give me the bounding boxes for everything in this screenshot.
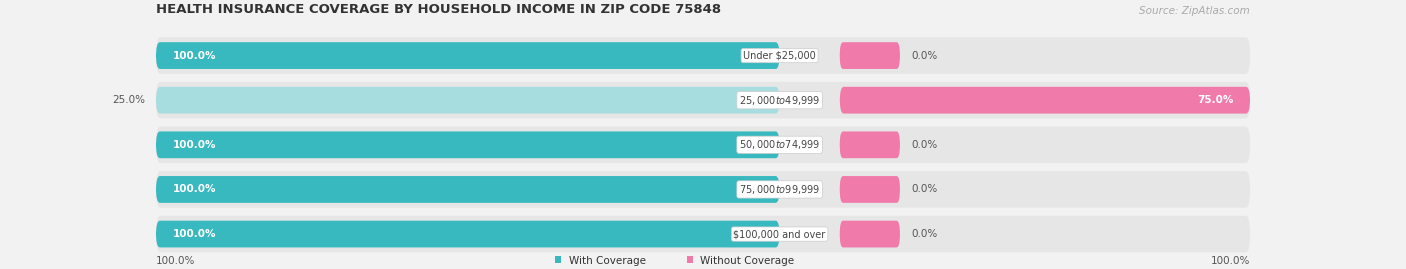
Text: HEALTH INSURANCE COVERAGE BY HOUSEHOLD INCOME IN ZIP CODE 75848: HEALTH INSURANCE COVERAGE BY HOUSEHOLD I… <box>156 3 721 16</box>
Text: 100.0%: 100.0% <box>173 140 217 150</box>
Text: Without Coverage: Without Coverage <box>700 256 794 266</box>
FancyBboxPatch shape <box>686 256 693 266</box>
FancyBboxPatch shape <box>156 42 779 69</box>
Text: Source: ZipAtlas.com: Source: ZipAtlas.com <box>1139 6 1250 16</box>
Text: 100.0%: 100.0% <box>173 51 217 61</box>
FancyBboxPatch shape <box>156 216 1250 252</box>
Text: $100,000 and over: $100,000 and over <box>734 229 825 239</box>
FancyBboxPatch shape <box>555 256 561 266</box>
FancyBboxPatch shape <box>839 132 900 158</box>
FancyBboxPatch shape <box>839 176 900 203</box>
FancyBboxPatch shape <box>156 221 779 247</box>
Text: 0.0%: 0.0% <box>911 185 938 194</box>
FancyBboxPatch shape <box>156 171 1250 208</box>
Text: $25,000 to $49,999: $25,000 to $49,999 <box>740 94 820 107</box>
Text: 100.0%: 100.0% <box>1211 256 1250 266</box>
Text: 100.0%: 100.0% <box>173 229 217 239</box>
FancyBboxPatch shape <box>839 42 900 69</box>
Text: 25.0%: 25.0% <box>112 95 145 105</box>
Text: 100.0%: 100.0% <box>156 256 195 266</box>
FancyBboxPatch shape <box>156 87 779 114</box>
Text: $50,000 to $74,999: $50,000 to $74,999 <box>740 138 820 151</box>
Text: 0.0%: 0.0% <box>911 51 938 61</box>
FancyBboxPatch shape <box>156 132 779 158</box>
Text: 0.0%: 0.0% <box>911 229 938 239</box>
Text: 100.0%: 100.0% <box>173 185 217 194</box>
Text: 0.0%: 0.0% <box>911 140 938 150</box>
FancyBboxPatch shape <box>156 82 1250 119</box>
Text: With Coverage: With Coverage <box>569 256 645 266</box>
FancyBboxPatch shape <box>839 87 1250 114</box>
Text: Under $25,000: Under $25,000 <box>744 51 815 61</box>
FancyBboxPatch shape <box>839 221 900 247</box>
Text: 75.0%: 75.0% <box>1198 95 1233 105</box>
FancyBboxPatch shape <box>156 37 1250 74</box>
Text: $75,000 to $99,999: $75,000 to $99,999 <box>740 183 820 196</box>
FancyBboxPatch shape <box>156 176 779 203</box>
FancyBboxPatch shape <box>156 126 1250 163</box>
